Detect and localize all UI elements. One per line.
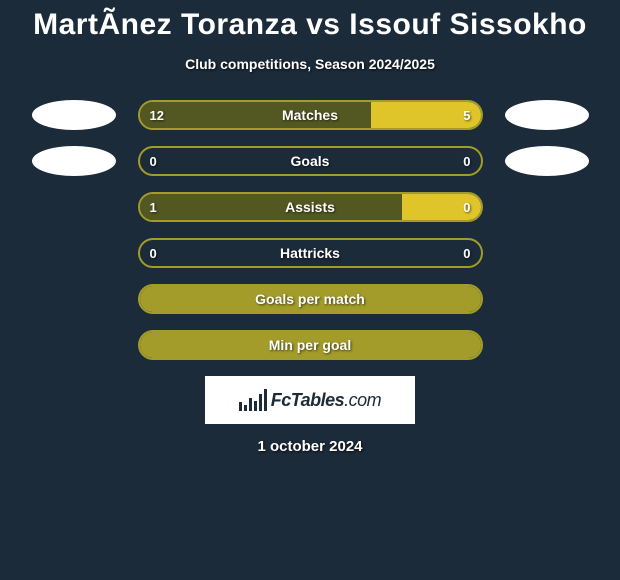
stat-row: Min per goal bbox=[0, 330, 620, 360]
stat-track: 00Goals bbox=[138, 146, 483, 176]
stat-row: 125Matches bbox=[0, 100, 620, 130]
stat-row: 00Goals bbox=[0, 146, 620, 176]
stat-label: Assists bbox=[140, 194, 481, 220]
avatar-left bbox=[32, 146, 116, 176]
stat-label: Goals bbox=[140, 148, 481, 174]
stat-label: Goals per match bbox=[140, 286, 481, 312]
stat-row: Goals per match bbox=[0, 284, 620, 314]
avatar-right bbox=[505, 100, 589, 130]
stat-label: Min per goal bbox=[140, 332, 481, 358]
stat-track: Goals per match bbox=[138, 284, 483, 314]
subtitle: Club competitions, Season 2024/2025 bbox=[0, 56, 620, 72]
stat-track: 10Assists bbox=[138, 192, 483, 222]
avatar-right bbox=[505, 146, 589, 176]
stat-track: Min per goal bbox=[138, 330, 483, 360]
stat-row: 10Assists bbox=[0, 192, 620, 222]
stats-chart: 125Matches 00Goals 10Assists 00Hattricks Goa… bbox=[0, 100, 620, 360]
logo-badge: FcTables.com bbox=[205, 376, 415, 424]
stat-row: 00Hattricks bbox=[0, 238, 620, 268]
stat-label: Matches bbox=[140, 102, 481, 128]
stat-track: 00Hattricks bbox=[138, 238, 483, 268]
logo-text-light: .com bbox=[344, 390, 381, 410]
date-label: 1 october 2024 bbox=[0, 438, 620, 455]
stat-label: Hattricks bbox=[140, 240, 481, 266]
page-title: MartÃ­nez Toranza vs Issouf Sissokho bbox=[0, 0, 620, 42]
logo-bars-icon bbox=[239, 389, 267, 411]
stat-track: 125Matches bbox=[138, 100, 483, 130]
avatar-left bbox=[32, 100, 116, 130]
logo-text: FcTables.com bbox=[271, 390, 381, 411]
logo-text-bold: FcTables bbox=[271, 390, 344, 410]
